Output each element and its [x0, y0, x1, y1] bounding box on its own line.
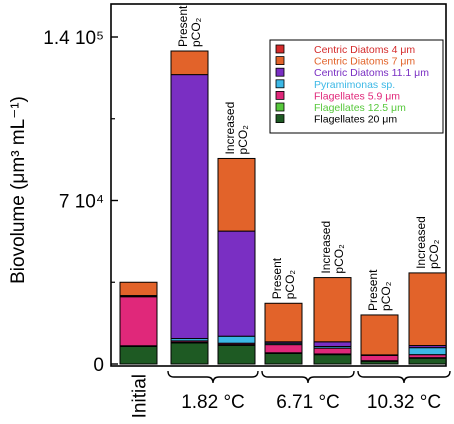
y-tick-label: 1.4 10⁵: [43, 28, 104, 49]
bar-label: pCO₂: [379, 281, 393, 311]
bar-segment: [408, 347, 447, 356]
bar-segment: [264, 302, 303, 343]
bar-segment: [264, 344, 303, 354]
bar-segment: [217, 335, 256, 344]
bar-segment: [264, 352, 303, 365]
legend-entry: Centric Diatoms 7 μm: [314, 56, 415, 68]
bar-label: pCO₂: [236, 125, 250, 155]
bar-segment: [217, 157, 256, 232]
legend-swatch: [275, 79, 285, 89]
group-label: 10.32 °C: [367, 392, 441, 413]
bar-segment: [170, 74, 209, 340]
y-tick-label: 7 10⁴: [59, 192, 104, 213]
bar-label: Present: [176, 5, 190, 47]
bar-label: Increased: [319, 221, 333, 274]
bar-label: Present: [366, 269, 380, 311]
bar-label: pCO₂: [283, 270, 297, 300]
legend-swatch: [275, 67, 285, 77]
bar-label: Increased: [414, 216, 428, 269]
group-label: 6.71 °C: [276, 392, 340, 413]
bar-segment: [170, 50, 209, 76]
legend-entry: Flagellates 12.5 μm: [314, 102, 406, 114]
group-label-initial: Initial: [130, 374, 151, 418]
group-bracket: [261, 370, 355, 384]
bar-segment: [313, 347, 352, 355]
group-label: 1.82 °C: [181, 392, 245, 413]
bar-segment: [360, 354, 399, 362]
bar-segment: [217, 230, 256, 337]
bar-segment: [313, 341, 352, 347]
bar-segment: [119, 296, 158, 347]
legend-swatch: [275, 102, 285, 112]
bar-segment: [119, 345, 158, 365]
bar-segment: [408, 357, 447, 365]
bar-segment: [360, 314, 399, 356]
bar-label: pCO₂: [189, 17, 203, 47]
bar-segment: [217, 344, 256, 365]
bar-segment: [119, 281, 158, 297]
legend-entry: Flagellates 5.9 μm: [314, 90, 400, 102]
bar-label: pCO₂: [332, 244, 346, 274]
y-axis-label: Biovolume (μm³ mL⁻¹): [8, 96, 29, 284]
bar-label: Present: [270, 257, 284, 299]
group-bracket: [357, 370, 451, 384]
legend-swatch: [275, 44, 285, 54]
bar-segment: [313, 354, 352, 365]
legend-entry: Centric Diatoms 4 μm: [314, 44, 415, 56]
legend-swatch: [275, 114, 285, 123]
legend-swatch: [275, 56, 285, 65]
legend-entry: Flagellates 20 μm: [314, 114, 397, 126]
legend-entry: Centric Diatoms 11.1 μm: [314, 67, 429, 79]
y-tick-label: 0: [93, 355, 104, 376]
legend-entry: Pyramimonas sp.: [314, 79, 395, 91]
group-bracket: [167, 370, 259, 384]
bar-segment: [408, 272, 447, 347]
bar-segment: [313, 277, 352, 343]
legend-box: [269, 39, 444, 134]
bar-label: Increased: [223, 102, 237, 155]
plot-frame: [110, 3, 447, 367]
bar-label: pCO₂: [427, 239, 441, 269]
legend-swatch: [275, 91, 285, 100]
bar-segment: [170, 342, 209, 365]
